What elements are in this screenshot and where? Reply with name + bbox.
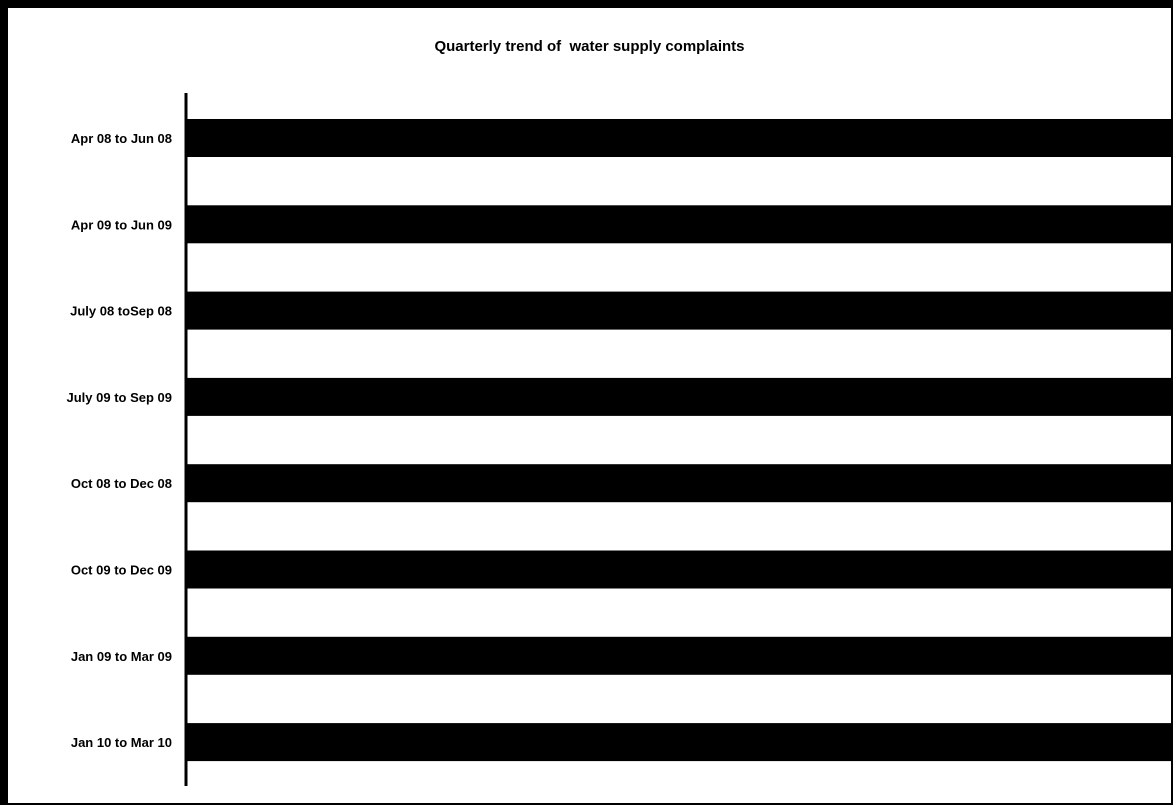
bar [186,205,1171,244]
category-labels: Apr 08 to Jun 08 Apr 09 to Jun 09 July 08 … [67,131,173,750]
category-label: Oct 08 to Dec 08 [71,476,172,491]
bar [186,119,1171,157]
category-label: July 08 toSep 08 [70,304,172,319]
category-label: Apr 08 to Jun 08 [71,131,172,146]
category-label: Jan 09 to Mar 09 [71,649,172,664]
category-label: July 09 to Sep 09 [67,390,173,405]
chart-title: Quarterly trend of water supply complain… [434,38,745,55]
bars-layer [186,119,1171,762]
bar [186,377,1171,416]
category-label: Apr 09 to Jun 09 [71,217,172,232]
bar [186,464,1171,503]
bar [186,550,1171,589]
bar [186,291,1171,330]
category-label: Oct 09 to Dec 09 [71,563,172,578]
chart-frame: Quarterly trend of water supply complain… [8,8,1171,803]
bar [186,723,1171,762]
category-label: Jan 10 to Mar 10 [71,735,172,750]
bar-chart: Apr 08 to Jun 08 Apr 09 to Jun 09 July 08 … [67,93,1171,786]
bar [186,636,1171,675]
